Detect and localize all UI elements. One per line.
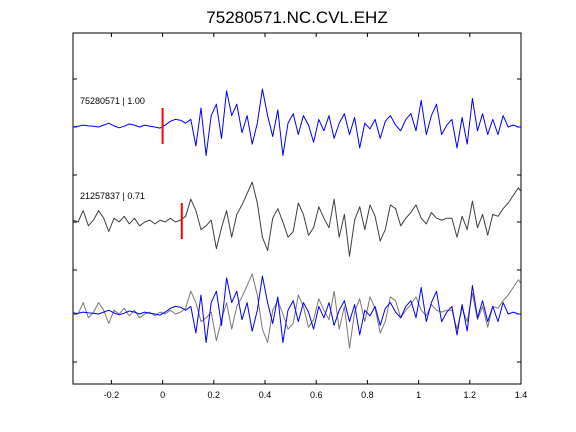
x-tick-label: 1 (416, 390, 421, 400)
x-tick-label: 0.6 (310, 390, 323, 400)
trace-line-gray (72, 181, 522, 257)
trace-label: 21257837 | 0.71 (80, 191, 145, 201)
x-tick-label: -0.2 (104, 390, 120, 400)
x-tick-label: 0 (160, 390, 165, 400)
trace-label: 75280571 | 1.00 (80, 96, 145, 106)
x-tick-label: 1.2 (464, 390, 477, 400)
plot-content: -0.2 0 0.2 0.4 0.6 0.8 1 1.2 1.4 75280571 | 1.00 2… (72, 33, 528, 400)
trace-line-blue (72, 88, 521, 156)
x-tick-label: 0.4 (259, 390, 272, 400)
x-tick-label: 0.8 (361, 390, 374, 400)
x-tick-label: 1.4 (515, 390, 528, 400)
chart-title: 75280571.NC.CVL.EHZ (206, 8, 387, 27)
trace-line-blue (72, 275, 521, 343)
x-tick-label: 0.2 (208, 390, 221, 400)
